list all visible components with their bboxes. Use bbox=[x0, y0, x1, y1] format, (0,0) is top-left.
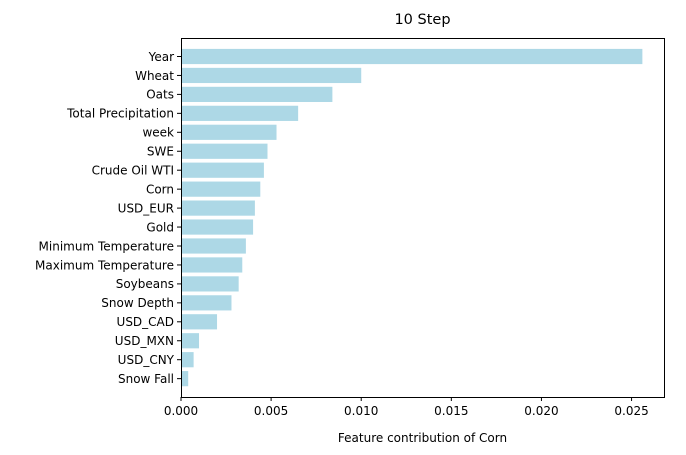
y-tick-label: USD_CNY bbox=[118, 353, 175, 367]
bar-snow-fall bbox=[181, 371, 189, 387]
bar-year bbox=[181, 48, 643, 65]
bar-swe bbox=[181, 143, 268, 159]
x-tick-label: 0.005 bbox=[254, 404, 288, 418]
bar-snow-depth bbox=[181, 295, 232, 311]
bar-oats bbox=[181, 86, 333, 102]
bar-usd-mxn bbox=[181, 333, 200, 349]
x-tick-label: 0.015 bbox=[434, 404, 468, 418]
x-tick-label: 0.020 bbox=[524, 404, 558, 418]
bar-maximum-temperature bbox=[181, 257, 243, 273]
y-tick-label: Corn bbox=[146, 182, 174, 196]
y-tick-label: USD_EUR bbox=[118, 201, 174, 215]
y-tick-label: Wheat bbox=[135, 69, 174, 83]
y-tick-label: Oats bbox=[146, 88, 174, 102]
bar-total-precipitation bbox=[181, 105, 299, 121]
x-tick-label: 0.025 bbox=[614, 404, 648, 418]
bar-usd-cny bbox=[181, 352, 194, 368]
y-tick-label: USD_CAD bbox=[117, 315, 174, 329]
y-tick-label: Snow Fall bbox=[118, 372, 174, 386]
y-tick-label: Snow Depth bbox=[101, 296, 174, 310]
x-axis-ticks: 0.000 0.005 0.010 0.015 0.020 0.025 bbox=[164, 397, 649, 418]
bar-crude-oil-wti bbox=[181, 162, 264, 178]
bar-soybeans bbox=[181, 276, 239, 292]
chart-title: 10 Step bbox=[394, 12, 450, 28]
y-axis-ticks: Year Wheat Oats Total Precipitation week SWE C… bbox=[35, 50, 181, 386]
bar-corn bbox=[181, 181, 261, 197]
bar-week bbox=[181, 124, 277, 140]
y-tick-label: Gold bbox=[146, 220, 174, 234]
x-axis-title: Feature contribution of Corn bbox=[338, 431, 507, 445]
plot-frame bbox=[181, 38, 665, 398]
y-tick-label: SWE bbox=[147, 145, 174, 159]
y-tick-label: Soybeans bbox=[116, 277, 174, 291]
bar-wheat bbox=[181, 67, 362, 84]
bar-minimum-temperature bbox=[181, 238, 246, 254]
y-tick-label: week bbox=[142, 126, 174, 140]
y-tick-label: Minimum Temperature bbox=[39, 239, 174, 253]
y-tick-label: Crude Oil WTI bbox=[92, 164, 174, 178]
y-tick-label: Total Precipitation bbox=[66, 107, 174, 121]
x-tick-label: 0.010 bbox=[344, 404, 378, 418]
y-tick-label: USD_MXN bbox=[115, 334, 174, 348]
bar-usd-cad bbox=[181, 314, 218, 330]
bar-usd-eur bbox=[181, 200, 255, 216]
y-tick-label: Maximum Temperature bbox=[35, 258, 174, 272]
y-tick-label: Year bbox=[148, 50, 174, 64]
bar-gold bbox=[181, 219, 254, 235]
x-tick-label: 0.000 bbox=[164, 404, 198, 418]
bars-group bbox=[181, 48, 643, 387]
